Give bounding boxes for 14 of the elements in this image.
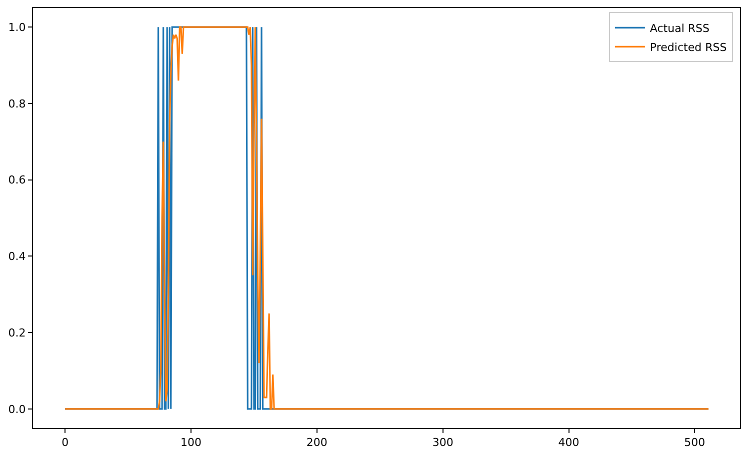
x-tick-label: 400 xyxy=(558,436,580,450)
x-tick-label: 100 xyxy=(180,436,202,450)
x-tick-label: 500 xyxy=(684,436,706,450)
y-tick-label: 0.8 xyxy=(8,97,26,110)
x-tick-label: 300 xyxy=(432,436,454,450)
legend-label: Predicted RSS xyxy=(650,40,727,54)
x-tick-label: 0 xyxy=(62,436,69,450)
y-tick-label: 0.6 xyxy=(8,174,26,187)
y-tick-label: 1.0 xyxy=(8,20,26,34)
legend-label: Actual RSS xyxy=(650,22,710,35)
y-tick-label: 0.0 xyxy=(8,402,26,416)
x-tick-label: 200 xyxy=(306,436,328,450)
y-tick-label: 0.2 xyxy=(8,326,26,340)
y-tick-label: 0.4 xyxy=(8,250,26,264)
